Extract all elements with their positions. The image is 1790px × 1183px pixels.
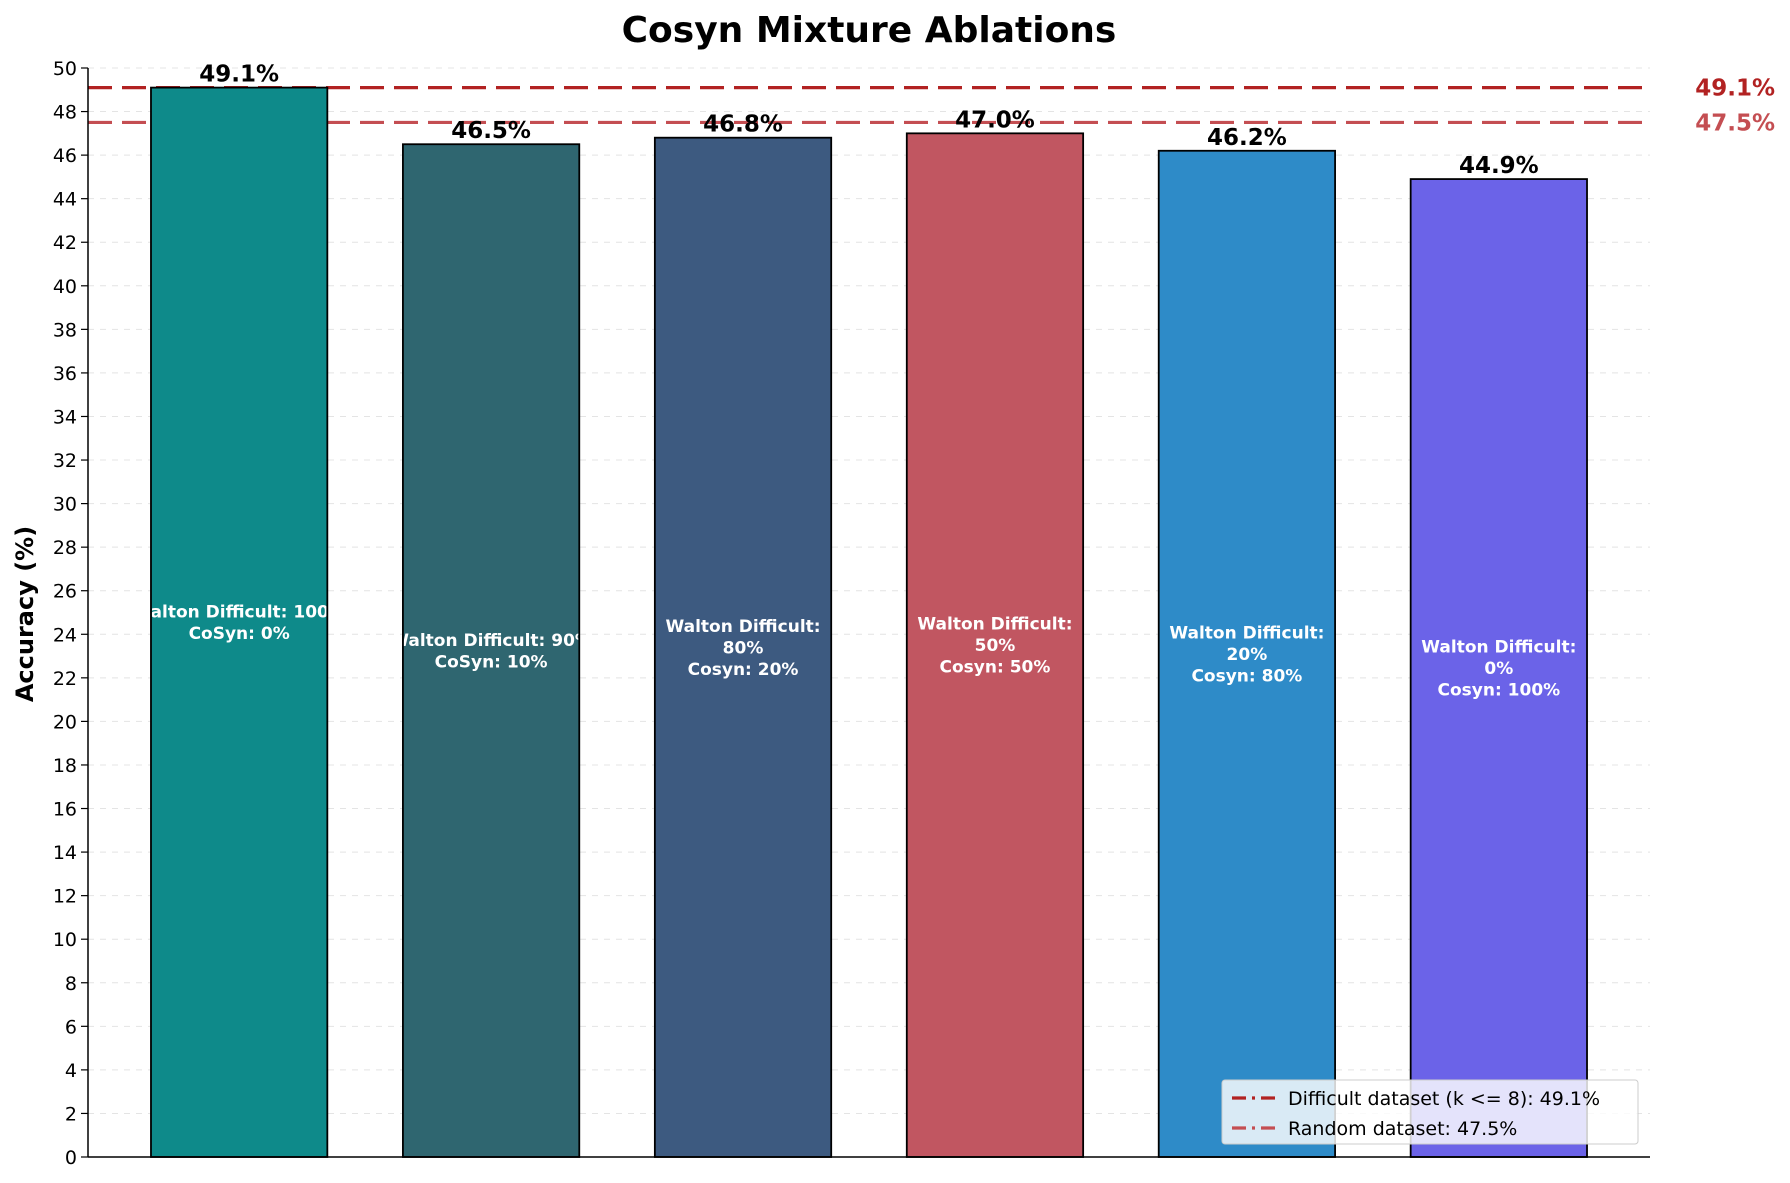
reference-value-label: 49.1% xyxy=(1695,76,1775,102)
y-tick-label: 28 xyxy=(53,537,77,559)
bar-inner-label: 80% xyxy=(723,638,764,658)
bar-value-label: 47.0% xyxy=(955,107,1035,133)
bar-inner-label: Walton Difficult: 100% xyxy=(132,603,346,623)
chart-title: Cosyn Mixture Ablations xyxy=(622,10,1117,51)
y-tick-label: 44 xyxy=(53,189,77,211)
y-tick-label: 16 xyxy=(53,799,77,821)
bar-inner-label: Walton Difficult: xyxy=(665,617,820,637)
y-tick-label: 48 xyxy=(53,102,77,124)
y-tick-label: 4 xyxy=(65,1060,77,1082)
bar xyxy=(402,143,581,1158)
bar-inner-label: CoSyn: 0% xyxy=(189,624,290,644)
bar xyxy=(1409,178,1588,1158)
y-tick-label: 14 xyxy=(53,842,77,864)
y-tick-label: 30 xyxy=(53,494,77,516)
reference-lines: 49.1% 47.5% xyxy=(88,76,1775,136)
bar-inner-label: Walton Difficult: xyxy=(1421,638,1576,658)
legend-label: Difficult dataset (k <= 8): 49.1% xyxy=(1288,1088,1600,1110)
y-tick-label: 8 xyxy=(65,973,77,995)
y-tick-label: 6 xyxy=(65,1016,77,1038)
y-tick-label: 34 xyxy=(53,406,77,428)
gridlines xyxy=(88,67,1650,1114)
bar-inner-label: Walton Difficult: 90% xyxy=(390,631,592,651)
bar-inner-label: Cosyn: 20% xyxy=(688,660,799,680)
bar-value-label: 46.5% xyxy=(451,118,531,144)
y-tick-label: 18 xyxy=(53,755,77,777)
y-tick-label: 20 xyxy=(53,711,77,733)
reference-value-label: 47.5% xyxy=(1695,110,1775,136)
bar-inner-label: Cosyn: 50% xyxy=(940,658,1051,678)
bar-inner-label: Walton Difficult: xyxy=(917,615,1072,635)
bar-inner-label: 0% xyxy=(1484,659,1513,679)
y-axis-ticks: 0246810121416182022242628303234363840424… xyxy=(53,58,88,1169)
y-tick-label: 24 xyxy=(53,624,77,646)
y-tick-label: 36 xyxy=(53,363,77,385)
y-tick-label: 38 xyxy=(53,319,77,341)
y-tick-label: 2 xyxy=(65,1103,77,1125)
bar-inner-label: CoSyn: 10% xyxy=(435,652,548,672)
bar xyxy=(150,86,329,1158)
y-tick-label: 26 xyxy=(53,581,77,603)
bar xyxy=(905,132,1085,1158)
bar-inner-label: Walton Difficult: xyxy=(1169,623,1324,643)
y-axis-label: Accuracy (%) xyxy=(11,526,39,702)
y-tick-label: 10 xyxy=(53,929,77,951)
bar-inner-label: Cosyn: 100% xyxy=(1437,681,1560,701)
y-tick-label: 0 xyxy=(65,1147,77,1169)
legend-label: Random dataset: 47.5% xyxy=(1288,1118,1517,1140)
y-tick-label: 46 xyxy=(53,145,77,167)
y-tick-label: 50 xyxy=(53,58,77,80)
y-tick-label: 32 xyxy=(53,450,77,472)
bar-value-label: 44.9% xyxy=(1459,153,1539,179)
bar-inner-label: 50% xyxy=(975,636,1016,656)
bar-value-label: 46.8% xyxy=(703,112,783,138)
bar xyxy=(1157,149,1336,1158)
bars xyxy=(150,86,1588,1158)
legend-box xyxy=(1221,1079,1639,1145)
y-tick-label: 42 xyxy=(53,232,77,254)
bar-inner-label: Cosyn: 80% xyxy=(1191,666,1302,686)
bar-value-label: 46.2% xyxy=(1207,125,1287,151)
legend: Difficult dataset (k <= 8): 49.1% Random … xyxy=(1221,1079,1639,1145)
bar-inner-label: 20% xyxy=(1227,645,1268,665)
y-tick-label: 22 xyxy=(53,668,77,690)
y-tick-label: 40 xyxy=(53,276,77,298)
bar xyxy=(653,136,833,1158)
bar-value-label: 49.1% xyxy=(199,62,279,88)
y-tick-label: 12 xyxy=(53,886,77,908)
bar-labels: 49.1% Walton Difficult: 100%CoSyn: 0% 46.5… xyxy=(132,62,1576,701)
